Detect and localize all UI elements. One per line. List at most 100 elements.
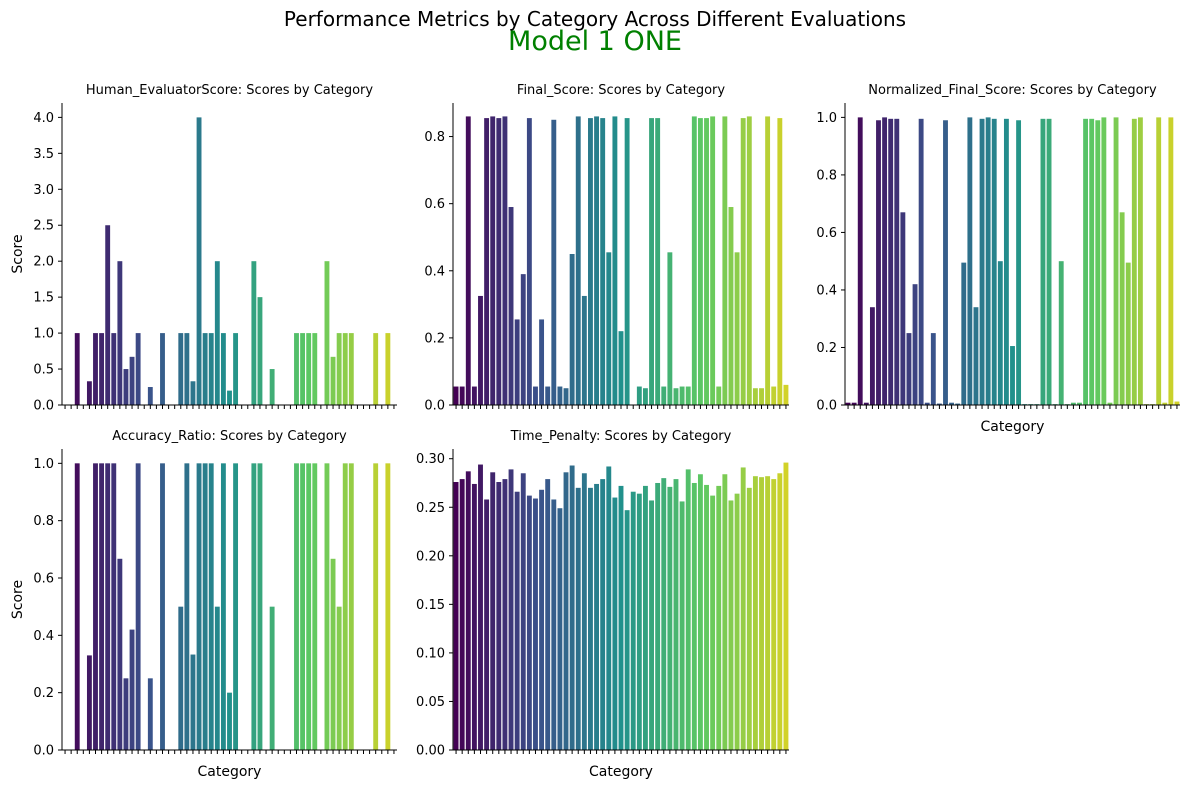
bar: [594, 483, 600, 750]
y-tick-label: 0.8: [816, 168, 837, 183]
bar: [196, 463, 202, 750]
bar: [1003, 118, 1009, 405]
bar: [667, 486, 673, 750]
bar: [569, 465, 575, 750]
bar: [508, 207, 514, 405]
bar: [214, 261, 220, 405]
bar: [851, 402, 857, 405]
bar: [99, 333, 105, 405]
bar: [490, 472, 496, 750]
bar: [545, 479, 551, 750]
bar: [624, 510, 630, 750]
y-tick-label: 1.0: [816, 111, 837, 126]
bar: [961, 262, 967, 405]
bar: [502, 479, 508, 750]
y-tick-label: 0.6: [424, 197, 445, 212]
bar: [348, 463, 354, 750]
bar: [777, 473, 783, 750]
y-tick-label: 1.5: [33, 291, 54, 306]
bar: [943, 120, 948, 405]
bar: [936, 403, 942, 405]
bar: [184, 463, 190, 750]
bar: [612, 116, 618, 406]
bar: [728, 207, 734, 405]
bar: [490, 116, 496, 406]
bar: [967, 117, 973, 405]
bar: [783, 384, 789, 405]
bar: [685, 469, 691, 750]
bar: [294, 463, 299, 750]
bar: [618, 331, 624, 405]
y-axis-label: Score: [10, 580, 26, 619]
bar: [196, 117, 202, 405]
bar: [514, 491, 520, 750]
y-tick-label: 4.0: [33, 111, 54, 126]
bar: [863, 402, 869, 405]
bar: [1137, 117, 1143, 405]
bar: [478, 295, 483, 405]
bar: [294, 333, 299, 405]
figure-suptitle: Performance Metrics by Category Across D…: [284, 7, 906, 31]
bar: [300, 333, 306, 405]
y-tick-label: 0.4: [424, 264, 445, 279]
bar: [655, 118, 661, 405]
bar: [105, 225, 111, 405]
bar: [991, 118, 997, 405]
bar: [300, 463, 306, 750]
bar: [539, 489, 545, 750]
y-tick-label: 0.00: [416, 744, 445, 759]
bar: [642, 485, 648, 750]
panels-group: Human_EvaluatorScore: Scores by Category…: [10, 83, 1180, 780]
chart-panel-4: Accuracy_Ratio: Scores by Category 0.0 0.2…: [10, 429, 397, 780]
bar: [123, 678, 129, 750]
bar: [716, 386, 722, 405]
bar: [526, 495, 532, 750]
bar: [520, 473, 526, 750]
bar: [740, 118, 746, 405]
bar: [697, 118, 703, 405]
bar: [691, 116, 697, 406]
bar: [484, 499, 490, 750]
bar: [147, 387, 153, 405]
bar: [257, 463, 263, 750]
bar: [630, 491, 636, 750]
bar: [508, 469, 514, 750]
bar: [728, 500, 734, 750]
bar: [1058, 261, 1064, 405]
bar: [918, 118, 924, 405]
bar: [190, 654, 196, 750]
bar: [900, 212, 906, 405]
bar: [117, 261, 123, 405]
bar: [306, 463, 312, 750]
bar: [673, 388, 679, 405]
bar: [746, 116, 752, 406]
bar: [465, 471, 471, 750]
bar: [471, 483, 477, 750]
bar: [551, 499, 557, 750]
bar: [955, 403, 961, 405]
bar: [1162, 402, 1168, 405]
bar: [752, 388, 758, 405]
bar: [1125, 262, 1131, 405]
bar: [202, 463, 208, 750]
bar: [722, 116, 728, 406]
bar: [117, 558, 123, 750]
bar: [330, 558, 336, 750]
bar: [557, 386, 563, 405]
bar: [759, 477, 764, 750]
bar: [178, 333, 184, 405]
y-tick-label: 2.0: [33, 255, 54, 270]
panel-title: Final_Score: Scores by Category: [517, 83, 725, 98]
bar: [1095, 120, 1101, 405]
bar: [312, 463, 318, 750]
bar: [888, 118, 894, 405]
y-tick-label: 0.10: [416, 646, 445, 661]
y-tick-label: 0.8: [424, 130, 445, 145]
bar: [478, 464, 483, 750]
bar: [1168, 117, 1174, 405]
y-tick-label: 0.2: [33, 686, 54, 701]
y-tick-label: 0.0: [33, 399, 54, 414]
bar: [618, 485, 624, 750]
bar: [765, 116, 771, 406]
